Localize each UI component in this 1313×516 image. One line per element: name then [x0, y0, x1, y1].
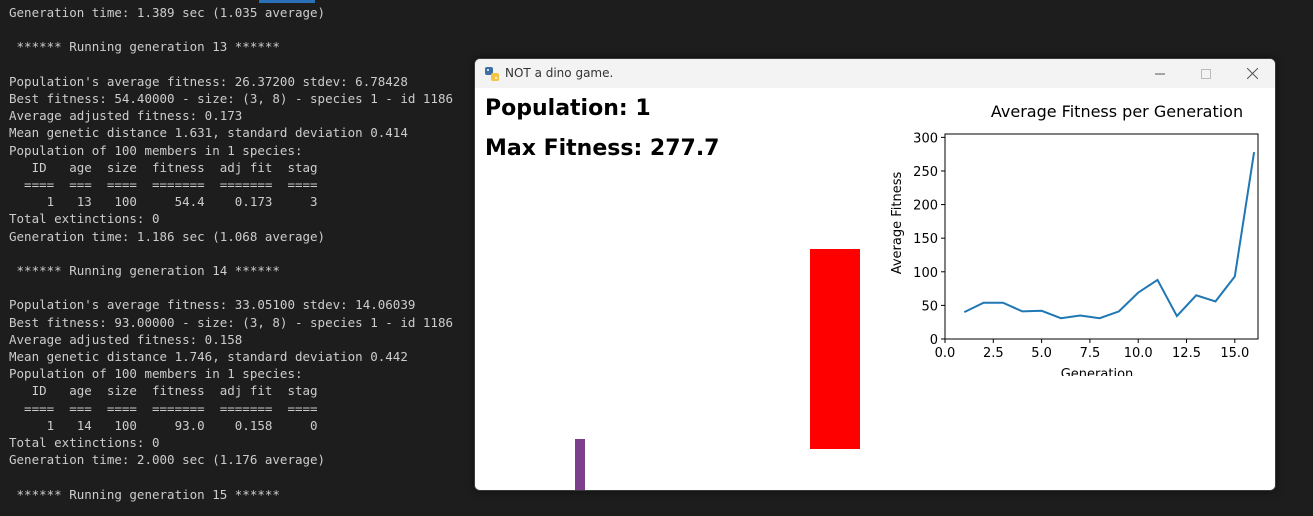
terminal-line: Best fitness: 54.40000 - size: (3, 8) - … [9, 91, 454, 106]
chart-y-tick-label: 200 [913, 199, 938, 214]
player-character [575, 439, 585, 490]
chart-x-tick-label: 2.5 [983, 346, 1004, 361]
max-fitness-label: Max Fitness: 277.7 [485, 136, 720, 161]
terminal-line: ****** Running generation 15 ****** [9, 486, 280, 502]
chart-y-tick-label: 300 [913, 131, 938, 146]
close-icon [1246, 68, 1258, 79]
chart-plot-frame [944, 133, 1259, 340]
terminal-line: Population of 100 members in 1 species: [9, 366, 303, 382]
python-snake-icon [485, 67, 499, 81]
chart-y-tick-label: 100 [913, 266, 938, 281]
terminal-line: 1 14 100 93.0 0.158 0 [9, 417, 318, 433]
obstacle [810, 249, 860, 449]
terminal-line: Mean genetic distance 1.631, standard de… [9, 125, 408, 141]
terminal-line: ****** Running generation 13 ****** [9, 39, 280, 55]
maximize-icon [1201, 68, 1211, 79]
close-button[interactable] [1229, 59, 1275, 88]
maximize-button[interactable] [1183, 59, 1229, 88]
terminal-line: Total extinctions: 0 [9, 435, 160, 450]
chart-series-line [963, 151, 1256, 320]
chart-x-axis-label: Generation [1061, 367, 1134, 376]
terminal-line: Generation time: 1.186 sec (1.068 averag… [9, 228, 326, 244]
chart-title: Average Fitness per Generation [991, 102, 1243, 121]
chart-y-tick-label: 250 [913, 165, 938, 180]
chart-y-tick-label: 150 [913, 232, 938, 247]
chart-y-axis-label: Average Fitness [890, 172, 905, 275]
fitness-chart: Average Fitness per Generation Average F… [890, 102, 1259, 376]
chart-x-tick-label: 12.5 [1172, 346, 1201, 361]
terminal-line: Generation time: 1.389 sec (1.035 averag… [9, 5, 326, 20]
chart-x-tick-label: 0.0 [935, 346, 956, 361]
terminal-line: Population's average fitness: 33.05100 s… [9, 297, 416, 313]
terminal-line: Population's average fitness: 26.37200 s… [9, 73, 408, 89]
terminal-line: ==== === ==== ======= ======= ==== [9, 400, 318, 416]
terminal-line: ID age size fitness adj fit stag [9, 383, 318, 399]
terminal-line: ID age size fitness adj fit stag [9, 159, 318, 175]
terminal-line: ==== === ==== ======= ======= ==== [9, 177, 318, 192]
terminal-line: Best fitness: 93.00000 - size: (3, 8) - … [9, 314, 454, 330]
population-label: Population: 1 [485, 96, 651, 121]
terminal-line: Total extinctions: 0 [9, 211, 160, 227]
window-title: NOT a dino game. [505, 66, 614, 80]
minimize-icon [1155, 73, 1165, 74]
terminal-scroll-indicator [259, 0, 315, 3]
terminal-line: Population of 100 members in 1 species: [9, 142, 303, 158]
chart-y-tick-label: 50 [921, 299, 938, 314]
terminal-line: 1 13 100 54.4 0.173 3 [9, 194, 318, 210]
terminal-line: Mean genetic distance 1.746, standard de… [9, 349, 408, 364]
chart-y-tick-label: 0 [930, 333, 938, 348]
chart-x-tick-label: 10.0 [1124, 346, 1153, 361]
chart-x-tick-label: 5.0 [1031, 346, 1052, 361]
chart-x-tick-label: 7.5 [1080, 346, 1101, 361]
terminal-line: Generation time: 2.000 sec (1.176 averag… [9, 452, 326, 468]
window-titlebar[interactable]: NOT a dino game. [475, 59, 1275, 88]
game-window[interactable]: NOT a dino game. Population: 1 Max Fitne… [474, 58, 1276, 491]
terminal-line: ****** Running generation 14 ****** [9, 263, 280, 278]
chart-x-tick-label: 15.0 [1220, 346, 1249, 361]
minimize-button[interactable] [1137, 59, 1183, 88]
terminal-line: Average adjusted fitness: 0.158 [9, 331, 243, 347]
game-canvas[interactable]: Population: 1 Max Fitness: 277.7 Average… [475, 88, 1275, 490]
terminal-line: Average adjusted fitness: 0.173 [9, 108, 243, 124]
